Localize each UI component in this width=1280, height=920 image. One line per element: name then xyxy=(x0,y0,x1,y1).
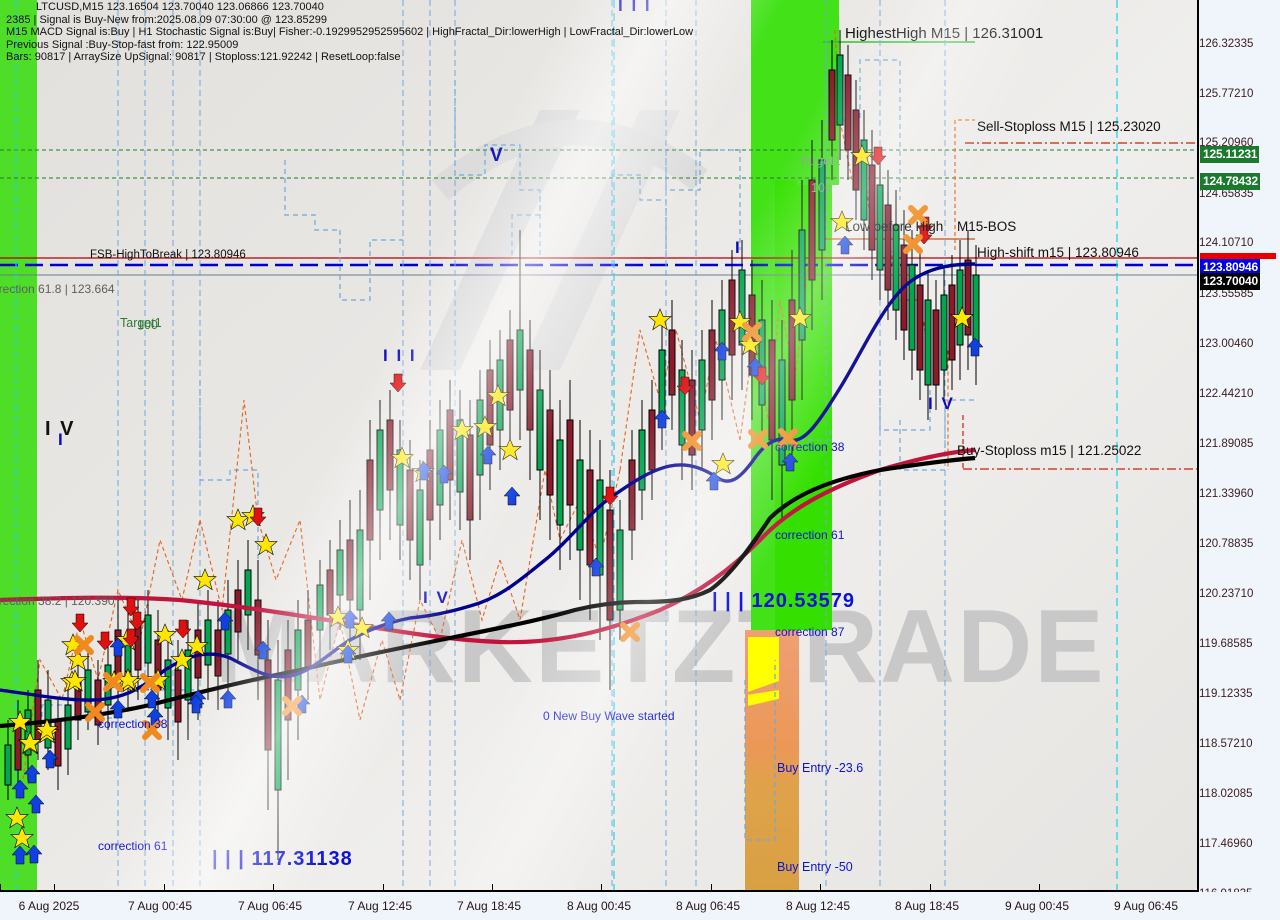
annotation-correction-38-right: correction 38 xyxy=(775,440,845,454)
time-tick: 8 Aug 00:45 xyxy=(566,899,632,913)
info-line-macd: M15 MACD Signal is:Buy | H1 Stochastic S… xyxy=(6,26,694,38)
time-tick: 9 Aug 06:45 xyxy=(1113,899,1179,913)
price-tick: 120.78835 xyxy=(1199,538,1254,550)
time-tick: 8 Aug 06:45 xyxy=(675,899,741,913)
price-tick: 123.00460 xyxy=(1199,338,1254,350)
price-tick: 124.65835 xyxy=(1199,188,1254,200)
annotation-target1-right-value: 100 xyxy=(811,181,832,195)
price-tick: 120.23710 xyxy=(1199,588,1254,600)
price-tick: 117.46960 xyxy=(1199,838,1253,850)
annotation-high-shift: High-shift m15 | 123.80946 xyxy=(977,245,1139,260)
info-line-signal: 2385 | Signal is Buy-New from:2025.08.09… xyxy=(6,13,328,26)
price-badge-target2: 125.11231 xyxy=(1200,146,1260,163)
annotation-level-120-53579: | | | 120.53579 xyxy=(712,590,855,612)
annotation-correction-382: correction 38.2 | 120.390 xyxy=(0,594,115,608)
price-tick: 126.32335 xyxy=(1199,38,1254,50)
time-tick: 7 Aug 18:45 xyxy=(456,899,522,913)
wave-label-iii-mid: I I I xyxy=(383,346,417,365)
time-tick: 7 Aug 06:45 xyxy=(237,899,303,913)
annotation-buy-entry-236: Buy Entry -23.6 xyxy=(777,761,864,775)
wave-label-iv-left: I V xyxy=(45,418,76,440)
price-tick: 121.33960 xyxy=(1199,488,1254,500)
chart-graphics-layer xyxy=(0,0,1197,890)
time-tick: 8 Aug 18:45 xyxy=(894,899,960,913)
annotation-correction-38-left: correction 38 xyxy=(98,717,168,731)
price-tick: 121.89085 xyxy=(1199,438,1254,450)
chart-info-header: LTCUSD,M15 123.16504 123.70040 123.06866… xyxy=(6,1,693,64)
price-tick: 122.44210 xyxy=(1199,388,1254,400)
time-tick: 7 Aug 12:45 xyxy=(347,899,413,913)
time-axis[interactable]: 6 Aug 2025 7 Aug 00:45 7 Aug 06:45 7 Aug… xyxy=(0,884,1280,920)
time-tick: 6 Aug 2025 xyxy=(18,899,80,913)
annotation-m15-bos: M15-BOS xyxy=(957,219,1017,234)
annotation-fsb-high-to-break: FSB-HighToBreak | 123.80946 xyxy=(90,249,246,261)
wave-label-v: V xyxy=(490,145,505,166)
price-tick: 124.10710 xyxy=(1199,237,1254,249)
price-tick: 118.02085 xyxy=(1199,788,1253,800)
price-tick: 119.68585 xyxy=(1199,638,1253,650)
price-tick: 125.77210 xyxy=(1199,88,1254,100)
wave-label-iii-top: I I I xyxy=(618,0,652,15)
price-tick: 118.57210 xyxy=(1199,738,1253,750)
info-line-symbol: LTCUSD,M15 123.16504 123.70040 123.06866… xyxy=(36,1,324,13)
annotation-buy-entry-50: Buy Entry -50 xyxy=(777,860,853,874)
price-axis[interactable]: 126.32335 125.77210 125.20960 124.65835 … xyxy=(1199,0,1280,900)
wave-label-i-center: I xyxy=(735,238,742,257)
wave-label-i-left: I xyxy=(58,430,65,449)
price-badge-target1: 124.78432 xyxy=(1200,173,1260,190)
annotation-target1-left-value: 100 xyxy=(137,318,158,332)
zone-yellow-entry xyxy=(748,637,779,692)
annotation-buy-stoploss: Buy-Stoploss m15 | 121.25022 xyxy=(957,443,1142,458)
annotation-low-before-high: Low before High xyxy=(845,219,944,234)
annotation-sell-stoploss: Sell-Stoploss M15 | 125.23020 xyxy=(977,119,1161,134)
annotation-correction-618: correction 61.8 | 123.664 xyxy=(0,282,115,296)
time-tick: 9 Aug 00:45 xyxy=(1004,899,1070,913)
annotation-level-117-31138: | | | 117.31138 xyxy=(212,848,353,870)
chart-plot-area[interactable]: MARKETZTRADE xyxy=(0,0,1199,892)
wave-label-iv-mid: I V xyxy=(423,588,450,607)
annotation-new-buy-wave: 0 New Buy Wave started xyxy=(543,709,675,723)
price-tick: 123.55585 xyxy=(1199,288,1254,300)
price-badge-red-strip xyxy=(1200,253,1276,259)
annotation-correction-61-right: correction 61 xyxy=(775,528,845,542)
time-tick: 8 Aug 12:45 xyxy=(785,899,851,913)
time-tick: 7 Aug 00:45 xyxy=(127,899,193,913)
ema-slow-red-line xyxy=(0,447,976,645)
annotation-target1-left: Target1 xyxy=(120,316,162,330)
price-badge-high-shift: 123.80946 xyxy=(1200,259,1260,276)
wave-label-iv-right: I V xyxy=(928,394,955,413)
annotation-correction-61-left: correction 61 xyxy=(98,839,168,853)
info-line-previous-signal: Previous Signal :Buy-Stop-fast from: 122… xyxy=(6,38,239,51)
price-badge-last-price: 123.70040 xyxy=(1200,273,1260,290)
info-line-bars: Bars: 90817 | ArraySize UpSignal: 90817 … xyxy=(6,51,401,63)
price-tick: 119.12335 xyxy=(1199,688,1253,700)
annotation-target1-right: Target1 xyxy=(799,154,841,168)
ema-mid-black-line xyxy=(0,455,976,729)
annotation-highest-high: HighestHigh M15 | 126.31001 xyxy=(845,25,1044,42)
annotation-correction-87: correction 87 xyxy=(775,625,845,639)
